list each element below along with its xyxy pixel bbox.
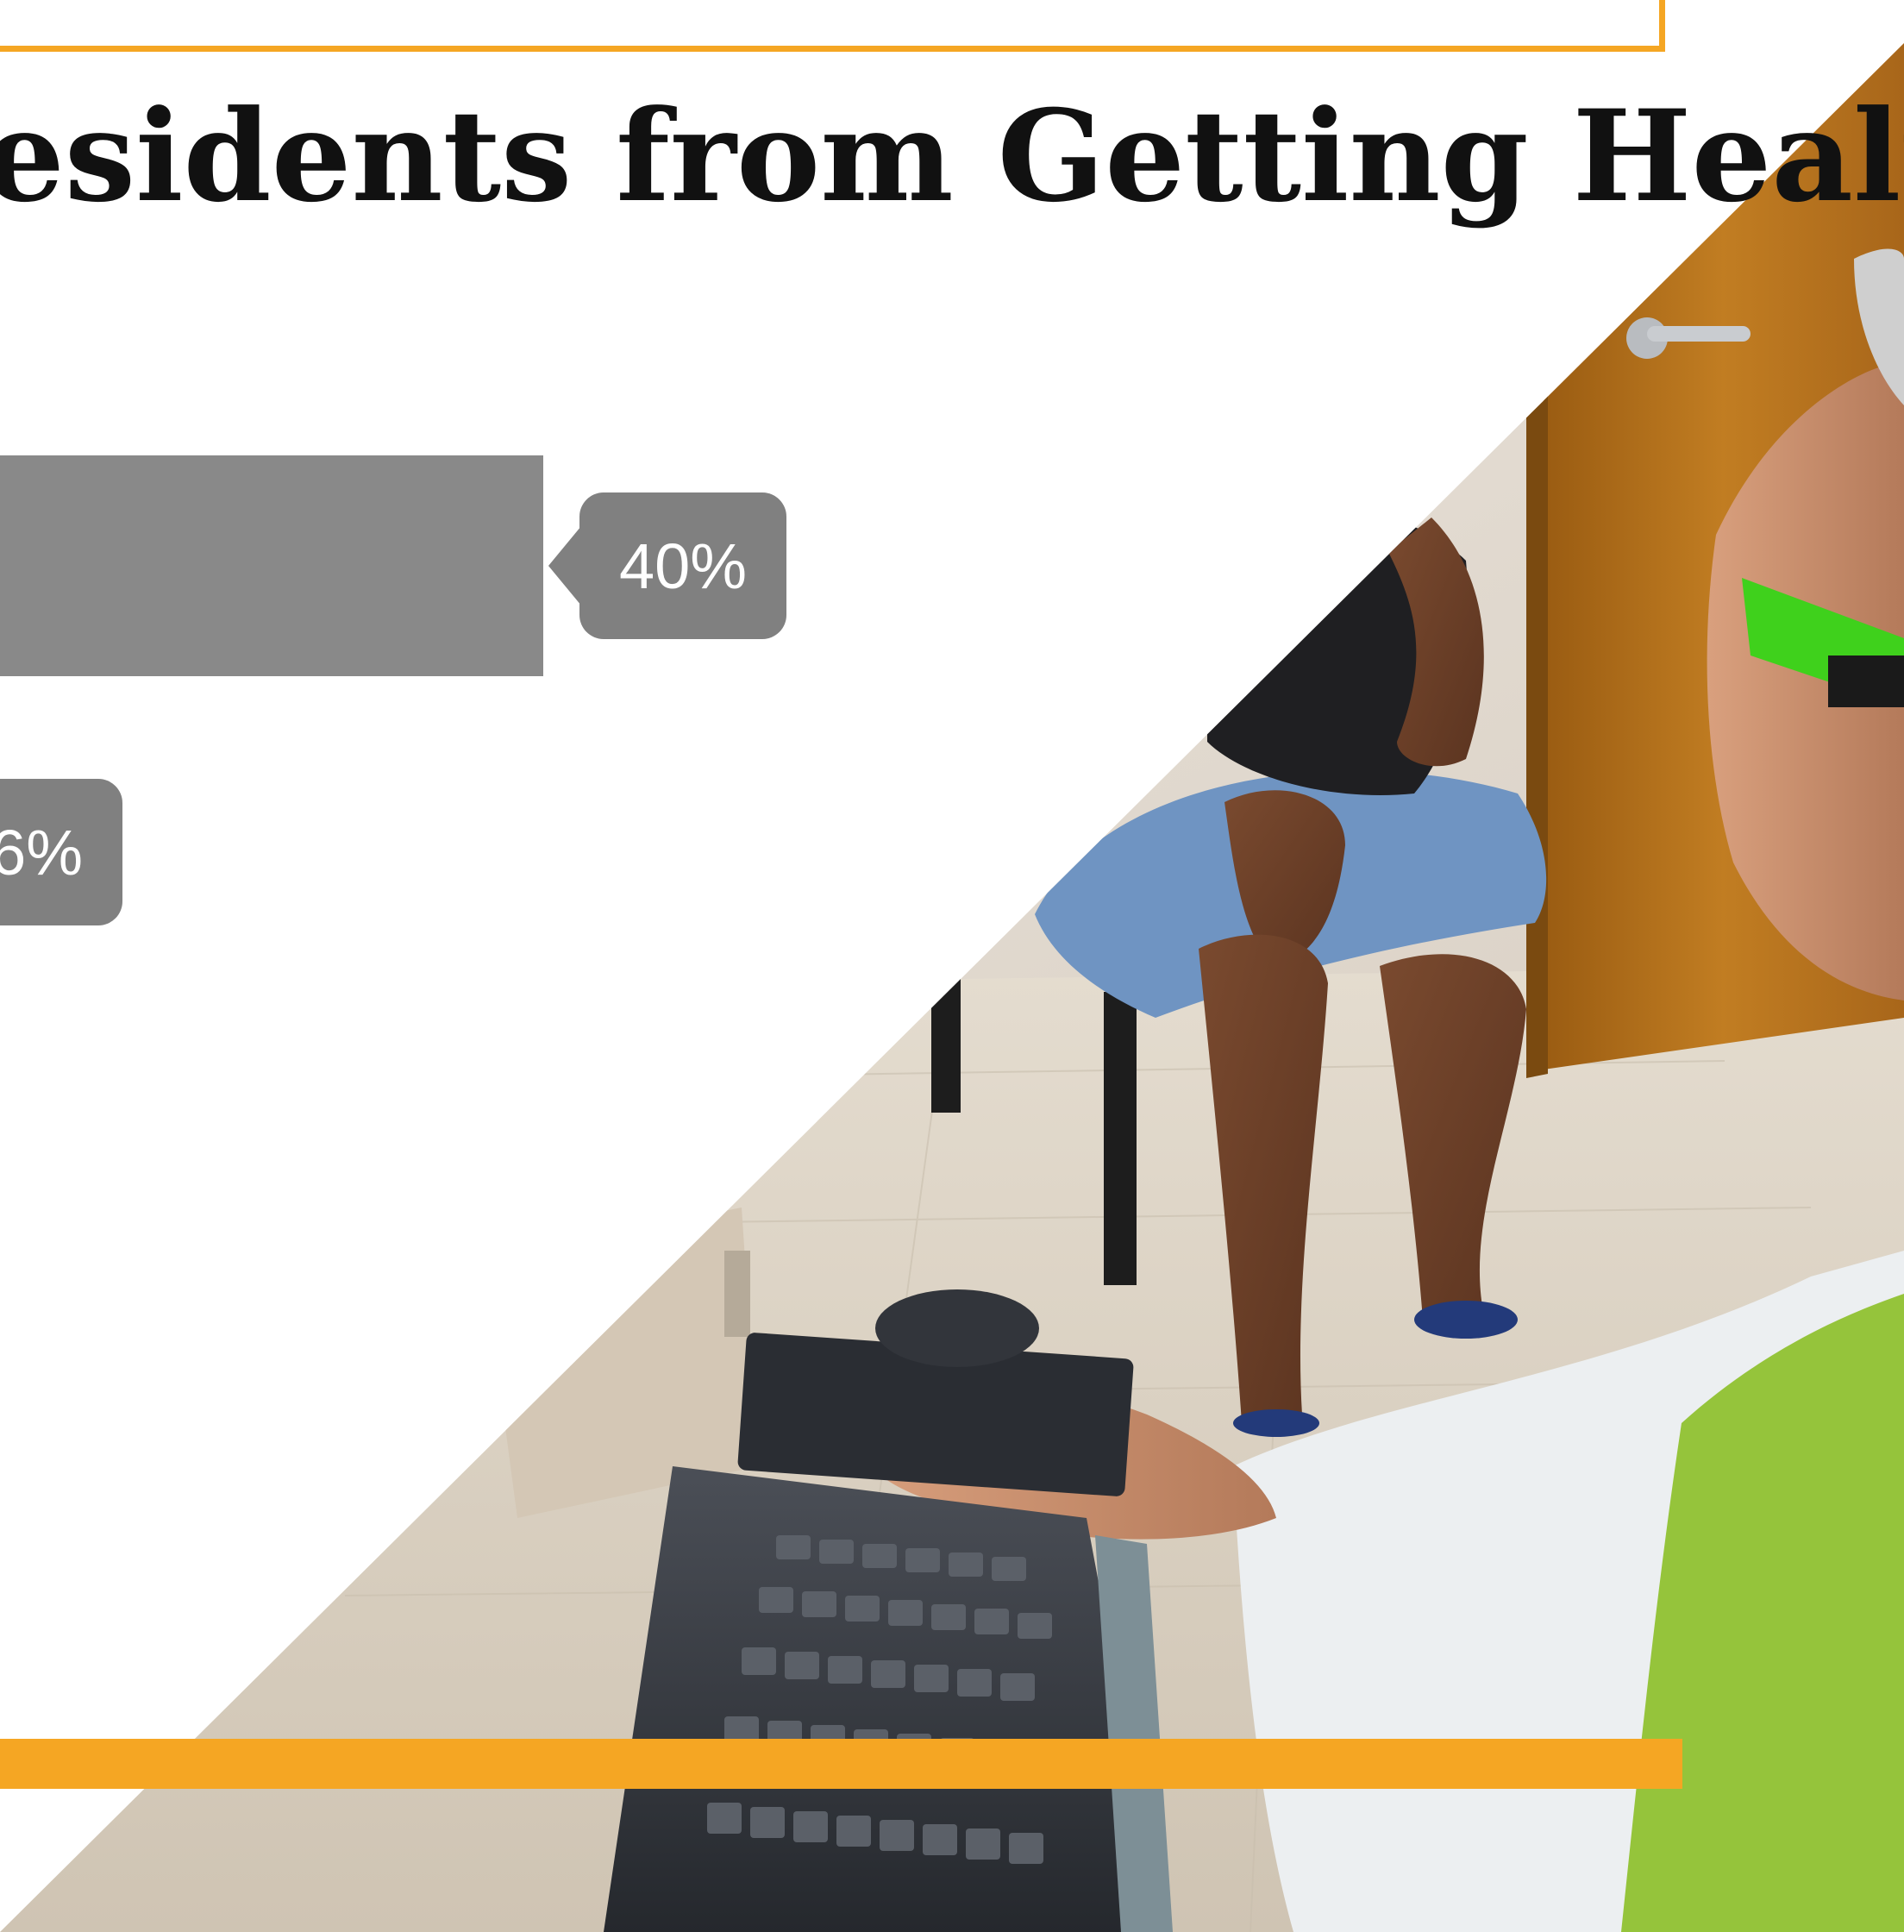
top-accent-frame <box>0 0 1665 52</box>
chart-title: esidents from Getting Health ce5 <box>0 83 1904 348</box>
title-line-2: ce5 <box>0 221 1218 348</box>
value-callout-2: 26% <box>0 779 122 925</box>
bar-1 <box>0 455 543 676</box>
value-callout-1: 40% <box>548 492 786 639</box>
callout-box-2 <box>0 779 122 925</box>
data-label-2: 26% <box>0 817 83 888</box>
title-line-1: esidents from Getting Health <box>0 83 1904 230</box>
callout-pointer-1 <box>548 526 581 605</box>
bottom-accent-bar <box>0 1739 1682 1789</box>
callout-box-1 <box>579 492 786 639</box>
data-label-1: 40% <box>619 530 747 602</box>
